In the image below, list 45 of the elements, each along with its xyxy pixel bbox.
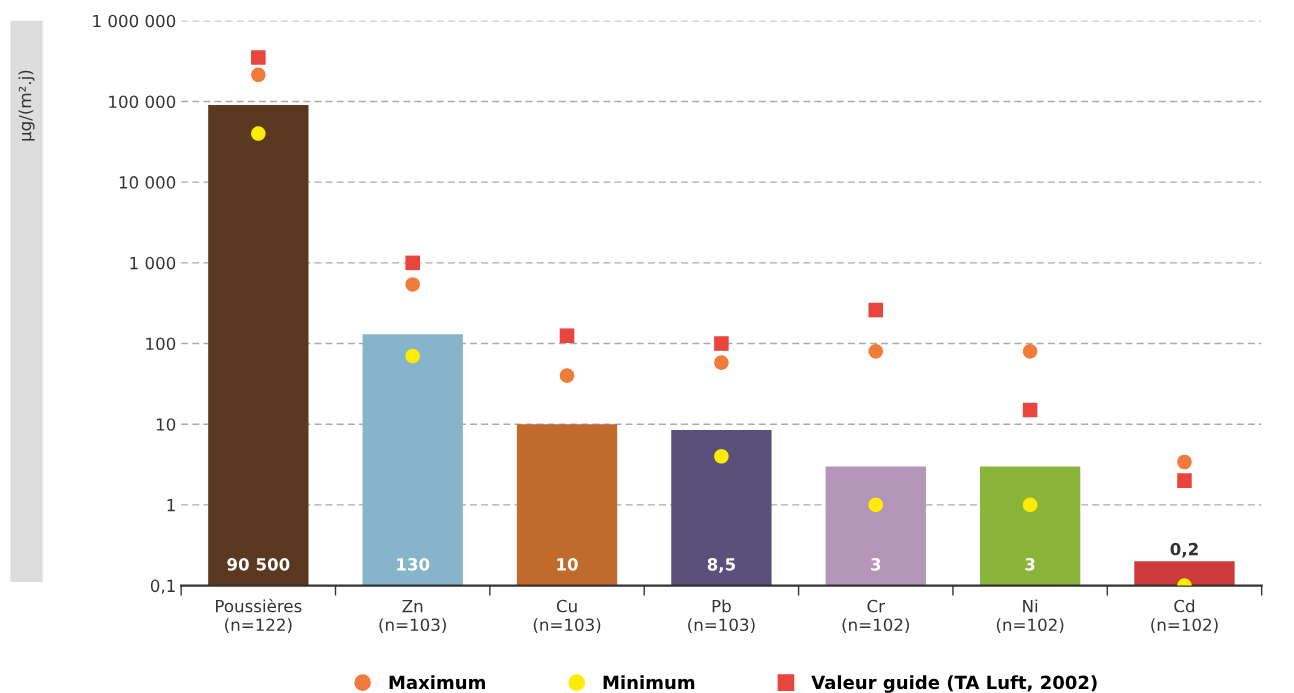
point xyxy=(405,255,420,271)
x-tick-label: Cr (n=102) xyxy=(842,599,909,633)
point xyxy=(1022,497,1038,513)
point xyxy=(405,277,420,292)
point xyxy=(1022,344,1038,359)
x-tick-label: Pb (n=103) xyxy=(688,599,755,633)
x-tick-label: Cu (n=103) xyxy=(533,599,601,633)
point xyxy=(251,50,266,65)
data-label: 8,5 xyxy=(707,558,735,573)
point xyxy=(714,355,729,370)
point xyxy=(1022,402,1038,418)
data-label: 3 xyxy=(1025,558,1035,571)
y-axis-title: µg/(m².j) xyxy=(18,70,35,141)
x-tick-label: Ni (n=102) xyxy=(996,599,1064,633)
y-tick-label: 1 xyxy=(167,499,175,512)
legend-label: Minimum xyxy=(603,675,695,690)
legend-label: Maximum xyxy=(389,675,485,690)
y-tick-label: 1 000 xyxy=(130,256,176,270)
y-tick-label: 1 000 000 xyxy=(93,14,176,28)
x-tick-label: Cd (n=102) xyxy=(1151,599,1218,633)
point xyxy=(1177,454,1192,470)
point xyxy=(714,336,729,351)
data-label: 0,2 xyxy=(1170,542,1198,558)
point xyxy=(405,348,420,364)
y-tick-label: 100 xyxy=(146,337,176,351)
legend-label: Valeur guide (TA Luft, 2002) xyxy=(811,675,1097,693)
point xyxy=(1177,473,1192,488)
data-label: 90 500 xyxy=(227,558,290,571)
point xyxy=(251,67,266,83)
point xyxy=(559,368,575,383)
y-tick-label: 100 000 xyxy=(109,95,176,109)
data-label: 130 xyxy=(397,558,430,571)
point xyxy=(559,328,575,343)
x-tick-label: Zn (n=103) xyxy=(379,599,446,633)
point xyxy=(868,344,884,359)
y-tick-label: 10 xyxy=(156,418,176,431)
point xyxy=(868,302,884,318)
y-tick-label: 0,1 xyxy=(150,579,175,594)
data-label: 3 xyxy=(871,558,881,571)
point xyxy=(714,449,729,464)
data-label: 10 xyxy=(557,558,578,571)
point xyxy=(251,126,266,141)
point xyxy=(868,497,884,513)
y-tick-label: 10 000 xyxy=(119,176,176,189)
x-tick-label: Poussières (n=122) xyxy=(216,598,302,633)
